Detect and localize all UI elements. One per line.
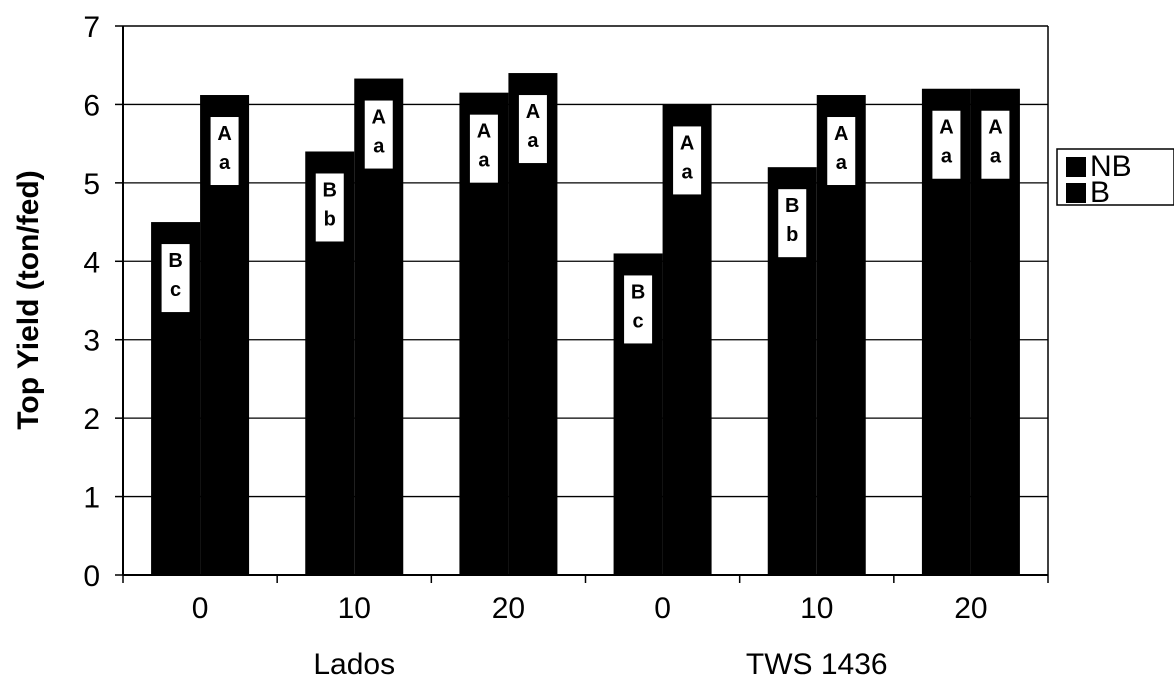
significance-label: Bb xyxy=(315,173,344,242)
significance-label-box xyxy=(981,110,1010,179)
significance-letter-upper: A xyxy=(834,123,848,145)
significance-letter-upper: B xyxy=(785,195,799,217)
y-tick-label: 4 xyxy=(83,246,100,279)
x-tick-labels: 0 10 20 0 10 20 xyxy=(122,575,1049,625)
significance-label: Aa xyxy=(981,110,1010,179)
significance-letter-lower: a xyxy=(478,150,490,172)
significance-letter-lower: c xyxy=(633,310,644,332)
y-tick-label: 3 xyxy=(83,325,100,358)
significance-letter-lower: a xyxy=(527,130,539,152)
significance-letter-upper: A xyxy=(477,121,491,143)
significance-letter-lower: a xyxy=(941,146,953,168)
significance-letter-upper: A xyxy=(526,101,540,123)
group-label: Lados xyxy=(313,648,395,681)
significance-label: Bb xyxy=(778,189,807,258)
significance-label: Aa xyxy=(673,126,702,195)
y-tick-label: 5 xyxy=(83,168,100,201)
x-tick-label: 20 xyxy=(954,592,987,625)
significance-label: Aa xyxy=(827,117,856,186)
x-tick-label: 10 xyxy=(338,592,371,625)
significance-letter-upper: B xyxy=(631,281,645,303)
legend-label-b: B xyxy=(1090,176,1110,209)
y-tick-label: 6 xyxy=(83,89,100,122)
y-tick-label: 2 xyxy=(83,403,100,436)
gridlines xyxy=(123,103,1048,498)
significance-label: Aa xyxy=(932,110,961,179)
significance-label-box xyxy=(364,100,393,169)
significance-letter-upper: A xyxy=(988,117,1002,139)
y-tick-labels: 0 1 2 3 4 5 6 7 xyxy=(83,11,123,593)
significance-label: Bc xyxy=(161,244,190,313)
significance-label-box xyxy=(827,117,856,186)
significance-label-box xyxy=(315,173,344,242)
legend-swatch-b xyxy=(1066,183,1086,203)
significance-letter-upper: B xyxy=(168,250,182,272)
significance-label-box xyxy=(161,244,190,313)
axes xyxy=(122,25,1049,576)
significance-letter-upper: A xyxy=(217,123,231,145)
significance-letter-lower: a xyxy=(219,152,231,174)
x-tick-label: 0 xyxy=(192,592,209,625)
legend-label-nb: NB xyxy=(1090,150,1132,183)
y-axis-title: Top Yield (ton/fed) xyxy=(12,170,45,429)
significance-label-box xyxy=(932,110,961,179)
significance-label: Aa xyxy=(210,117,239,186)
significance-letter-lower: b xyxy=(786,224,798,246)
significance-letter-upper: A xyxy=(680,132,694,154)
significance-letter-lower: b xyxy=(324,208,336,230)
significance-letter-lower: c xyxy=(170,279,181,301)
significance-letter-upper: A xyxy=(372,107,386,129)
y-tick-label: 1 xyxy=(83,482,100,515)
significance-label-box xyxy=(778,189,807,258)
group-labels: Lados TWS 1436 xyxy=(313,648,887,681)
significance-label-box xyxy=(469,114,498,183)
significance-label-box xyxy=(518,95,547,164)
significance-letter-lower: a xyxy=(836,152,848,174)
significance-letter-lower: a xyxy=(682,161,694,183)
legend: NBB xyxy=(1056,148,1174,209)
significance-label: Aa xyxy=(518,95,547,164)
significance-label-box xyxy=(624,275,653,344)
significance-letter-upper: B xyxy=(323,179,337,201)
significance-letter-lower: a xyxy=(373,136,385,158)
significance-letter-lower: a xyxy=(990,146,1002,168)
x-tick-label: 10 xyxy=(800,592,833,625)
x-tick-label: 20 xyxy=(492,592,525,625)
significance-letter-upper: A xyxy=(939,117,953,139)
y-tick-label: 7 xyxy=(83,11,100,44)
significance-label-box xyxy=(210,117,239,186)
legend-swatch-nb xyxy=(1066,157,1086,177)
significance-label: Bc xyxy=(624,275,653,344)
significance-label-box xyxy=(673,126,702,195)
x-tick-label: 0 xyxy=(654,592,671,625)
significance-label: Aa xyxy=(364,100,393,169)
group-label: TWS 1436 xyxy=(746,648,888,681)
significance-label: Aa xyxy=(469,114,498,183)
y-tick-label: 0 xyxy=(83,560,100,593)
